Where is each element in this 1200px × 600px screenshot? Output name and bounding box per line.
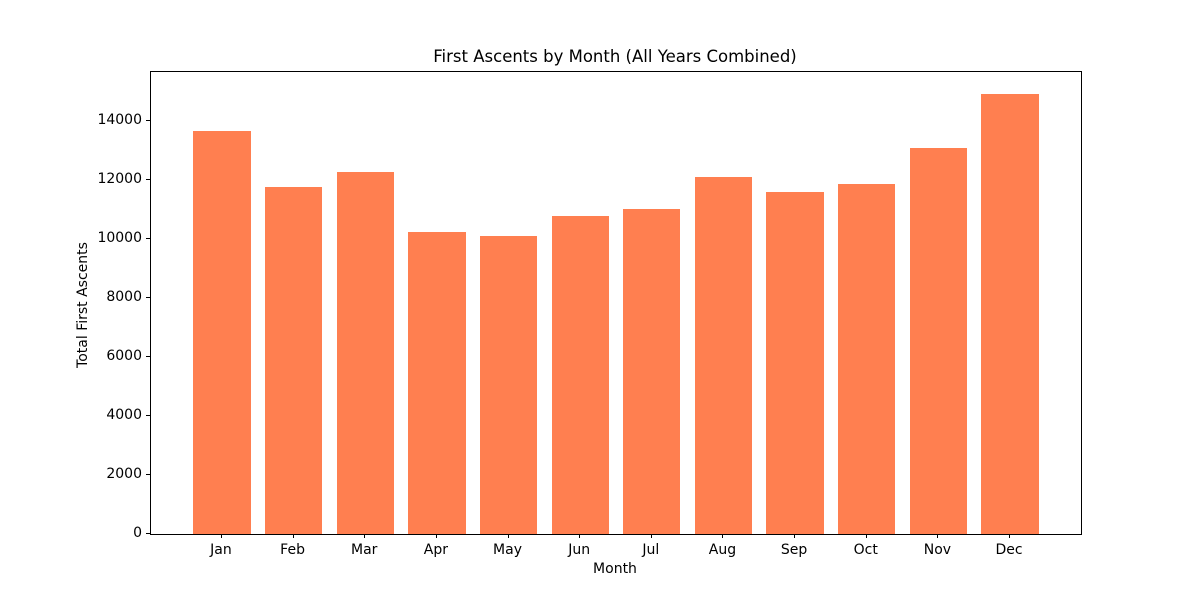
x-tick-label: Mar [351,542,378,558]
bar-nov [909,148,968,534]
y-tick-label: 6000 [106,347,142,364]
plot-area [150,71,1082,535]
y-tick-mark [146,237,150,239]
bar-oct [838,184,896,534]
bar-apr [408,232,466,534]
x-axis-label: Month [593,561,637,577]
x-tick-mark [722,534,724,538]
x-tick-mark [1009,534,1011,538]
x-tick-mark [579,534,581,538]
x-tick-mark [292,534,294,538]
x-tick-label: Feb [280,542,305,558]
x-tick-mark [937,534,939,538]
bar-jun [551,216,609,534]
y-tick-mark [146,414,150,416]
y-tick-mark [146,533,150,534]
x-tick-mark [865,534,867,538]
y-tick-label: 8000 [106,288,142,305]
y-tick-mark [146,178,150,180]
y-axis-label: Total First Ascents [75,242,91,368]
x-tick-label: Aug [708,542,737,558]
y-tick-mark [146,119,150,121]
x-tick-label: Jul [642,542,660,558]
x-tick-label: May [493,542,522,558]
y-tick-label: 12000 [97,170,142,187]
x-tick-mark [220,534,222,538]
bar-jul [623,208,681,534]
bar-may [479,236,538,534]
bar-aug [694,177,753,534]
chart-title: First Ascents by Month (All Years Combin… [433,47,797,66]
x-tick-label: Jun [568,542,591,558]
y-tick-label: 10000 [97,229,142,246]
y-tick-mark [146,296,150,298]
y-tick-label: 0 [133,525,142,541]
x-tick-label: Nov [923,542,952,558]
x-tick-label: Oct [853,542,878,558]
x-tick-label: Apr [423,542,448,558]
y-tick-label: 2000 [106,465,142,482]
y-tick-label: 4000 [106,406,142,423]
bar-dec [981,94,1039,534]
x-tick-mark [794,534,796,538]
bar-jan [193,131,251,534]
x-tick-label: Jan [210,542,232,558]
x-tick-mark [507,534,509,538]
bar-mar [336,171,394,534]
x-tick-mark [650,534,652,538]
y-tick-label: 14000 [97,111,142,128]
y-tick-mark [146,355,150,357]
y-tick-mark [146,473,150,475]
x-tick-label: Dec [995,542,1023,558]
x-tick-mark [435,534,437,538]
bar-sep [766,191,824,534]
x-tick-mark [364,534,366,538]
x-tick-label: Sep [780,542,808,558]
bar-feb [264,187,323,534]
